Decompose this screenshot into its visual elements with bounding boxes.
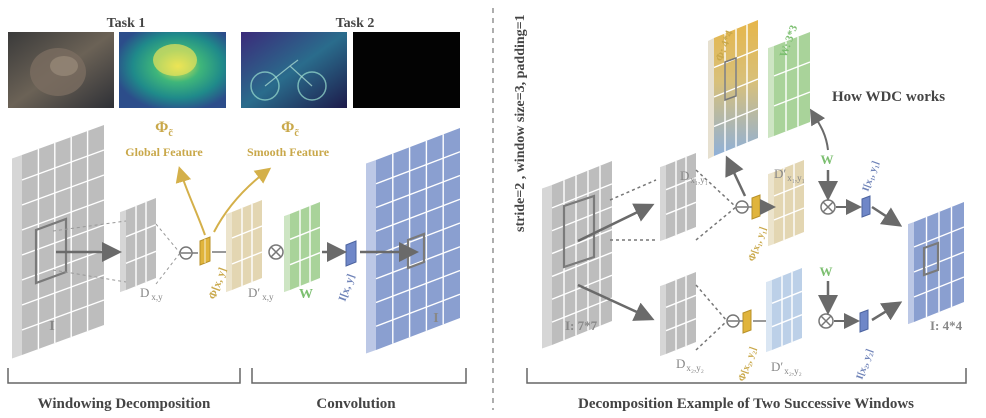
ominus-lower bbox=[726, 314, 740, 328]
task1-input-image bbox=[8, 32, 114, 108]
task1-global-feature-image bbox=[119, 32, 226, 108]
phi-4x4-grid bbox=[708, 20, 759, 159]
input-7x7-grid bbox=[542, 161, 613, 349]
section-example-label: Decomposition Example of Two Successive … bbox=[578, 396, 914, 412]
label-phi-x1y1: Φ[x₁, y₁] bbox=[746, 225, 769, 263]
w-3x3-grid bbox=[768, 32, 811, 139]
bracket-windowing bbox=[7, 368, 241, 384]
d-x2y2-grid bbox=[660, 272, 697, 357]
arrow-to-phi44 bbox=[725, 155, 747, 197]
arrow-window2 bbox=[577, 283, 655, 321]
label-w-bottom: W bbox=[820, 264, 833, 279]
kernel-w-grid bbox=[284, 202, 321, 293]
label-phi-x2y2: Φ[x₂, y₂] bbox=[736, 345, 759, 383]
label-i-77: I: 7*7 bbox=[565, 318, 598, 333]
ominus-operator bbox=[179, 246, 193, 260]
task2-black-image bbox=[353, 32, 460, 108]
otimes-operator bbox=[268, 244, 284, 260]
label-i-44: I: 4*4 bbox=[930, 318, 963, 333]
phi-x1y1-block bbox=[751, 194, 761, 220]
label-d-x2y2: Dx₂,y₂ bbox=[676, 356, 704, 373]
bracket-example bbox=[526, 368, 967, 384]
how-wdc-works: How WDC works bbox=[832, 89, 945, 105]
label-dprime-xy: D′ x,y bbox=[248, 285, 274, 302]
label-d-x1y1: Dx₁,y₁ bbox=[680, 168, 708, 185]
otimes-upper bbox=[820, 199, 836, 215]
dash-line-2 bbox=[52, 269, 127, 283]
output-image-grid bbox=[366, 128, 461, 354]
label-dprime-x2y2: D′x₂,y₂ bbox=[771, 359, 802, 376]
arrow-to-global-feature bbox=[175, 166, 206, 236]
phi-label-1: Φc̃ bbox=[155, 119, 173, 139]
phi-x2y2-block bbox=[742, 309, 752, 334]
arrow-to-w33 bbox=[809, 108, 829, 151]
bracket-convolution bbox=[251, 368, 467, 384]
label-i-output: I bbox=[433, 311, 438, 326]
label-i-input: I bbox=[49, 319, 54, 334]
section-windowing-label: Windowing Decomposition bbox=[38, 396, 211, 412]
ixy-block bbox=[345, 240, 357, 267]
i-x1y1-block bbox=[861, 195, 871, 218]
task2-title: Task 2 bbox=[336, 16, 375, 31]
dash-line-3 bbox=[155, 223, 181, 254]
window-d-grid bbox=[120, 198, 157, 293]
task2-smooth-feature-image bbox=[241, 32, 347, 108]
rotated-caption: stride=2 , window size=3, padding=1 bbox=[513, 14, 528, 232]
label-i-x1y1: I[x₁, y₁] bbox=[860, 160, 881, 193]
i-x2y2-block bbox=[859, 309, 869, 333]
arrow-to-smooth-feature bbox=[213, 167, 272, 233]
label-ixy: I[x, y] bbox=[337, 273, 358, 304]
label-w-left: W bbox=[299, 287, 313, 302]
arrow-window1 bbox=[577, 203, 655, 243]
ominus-upper bbox=[735, 200, 749, 214]
right-connectors bbox=[609, 169, 772, 351]
label-i-x2y2: I[x₂, y₂] bbox=[854, 348, 875, 381]
dash-line-1 bbox=[52, 220, 127, 232]
d-x1y1-grid bbox=[660, 153, 697, 242]
smooth-feature-label: Smooth Feature bbox=[247, 145, 330, 159]
output-4x4-grid bbox=[908, 202, 965, 325]
label-phi-xy: Φ[x, y] bbox=[207, 266, 230, 301]
task1-title: Task 1 bbox=[107, 16, 146, 31]
label-dprime-x1y1: D′x₁,y₁ bbox=[774, 166, 805, 183]
arrow-ix1y1-to-output bbox=[871, 205, 903, 227]
phi-xy-block bbox=[199, 236, 211, 266]
dash-line-4 bbox=[155, 252, 181, 285]
phi-label-2: Φc̃ bbox=[281, 119, 299, 139]
section-convolution-label: Convolution bbox=[316, 396, 396, 412]
otimes-lower bbox=[818, 313, 834, 329]
d-prime-grid bbox=[226, 200, 263, 293]
global-feature-label: Global Feature bbox=[125, 145, 203, 159]
input-image-grid bbox=[12, 125, 105, 359]
label-w-top: W bbox=[821, 152, 834, 167]
dprime-x2y2-grid bbox=[766, 268, 803, 353]
arrow-ix2y2-to-output bbox=[871, 301, 903, 322]
